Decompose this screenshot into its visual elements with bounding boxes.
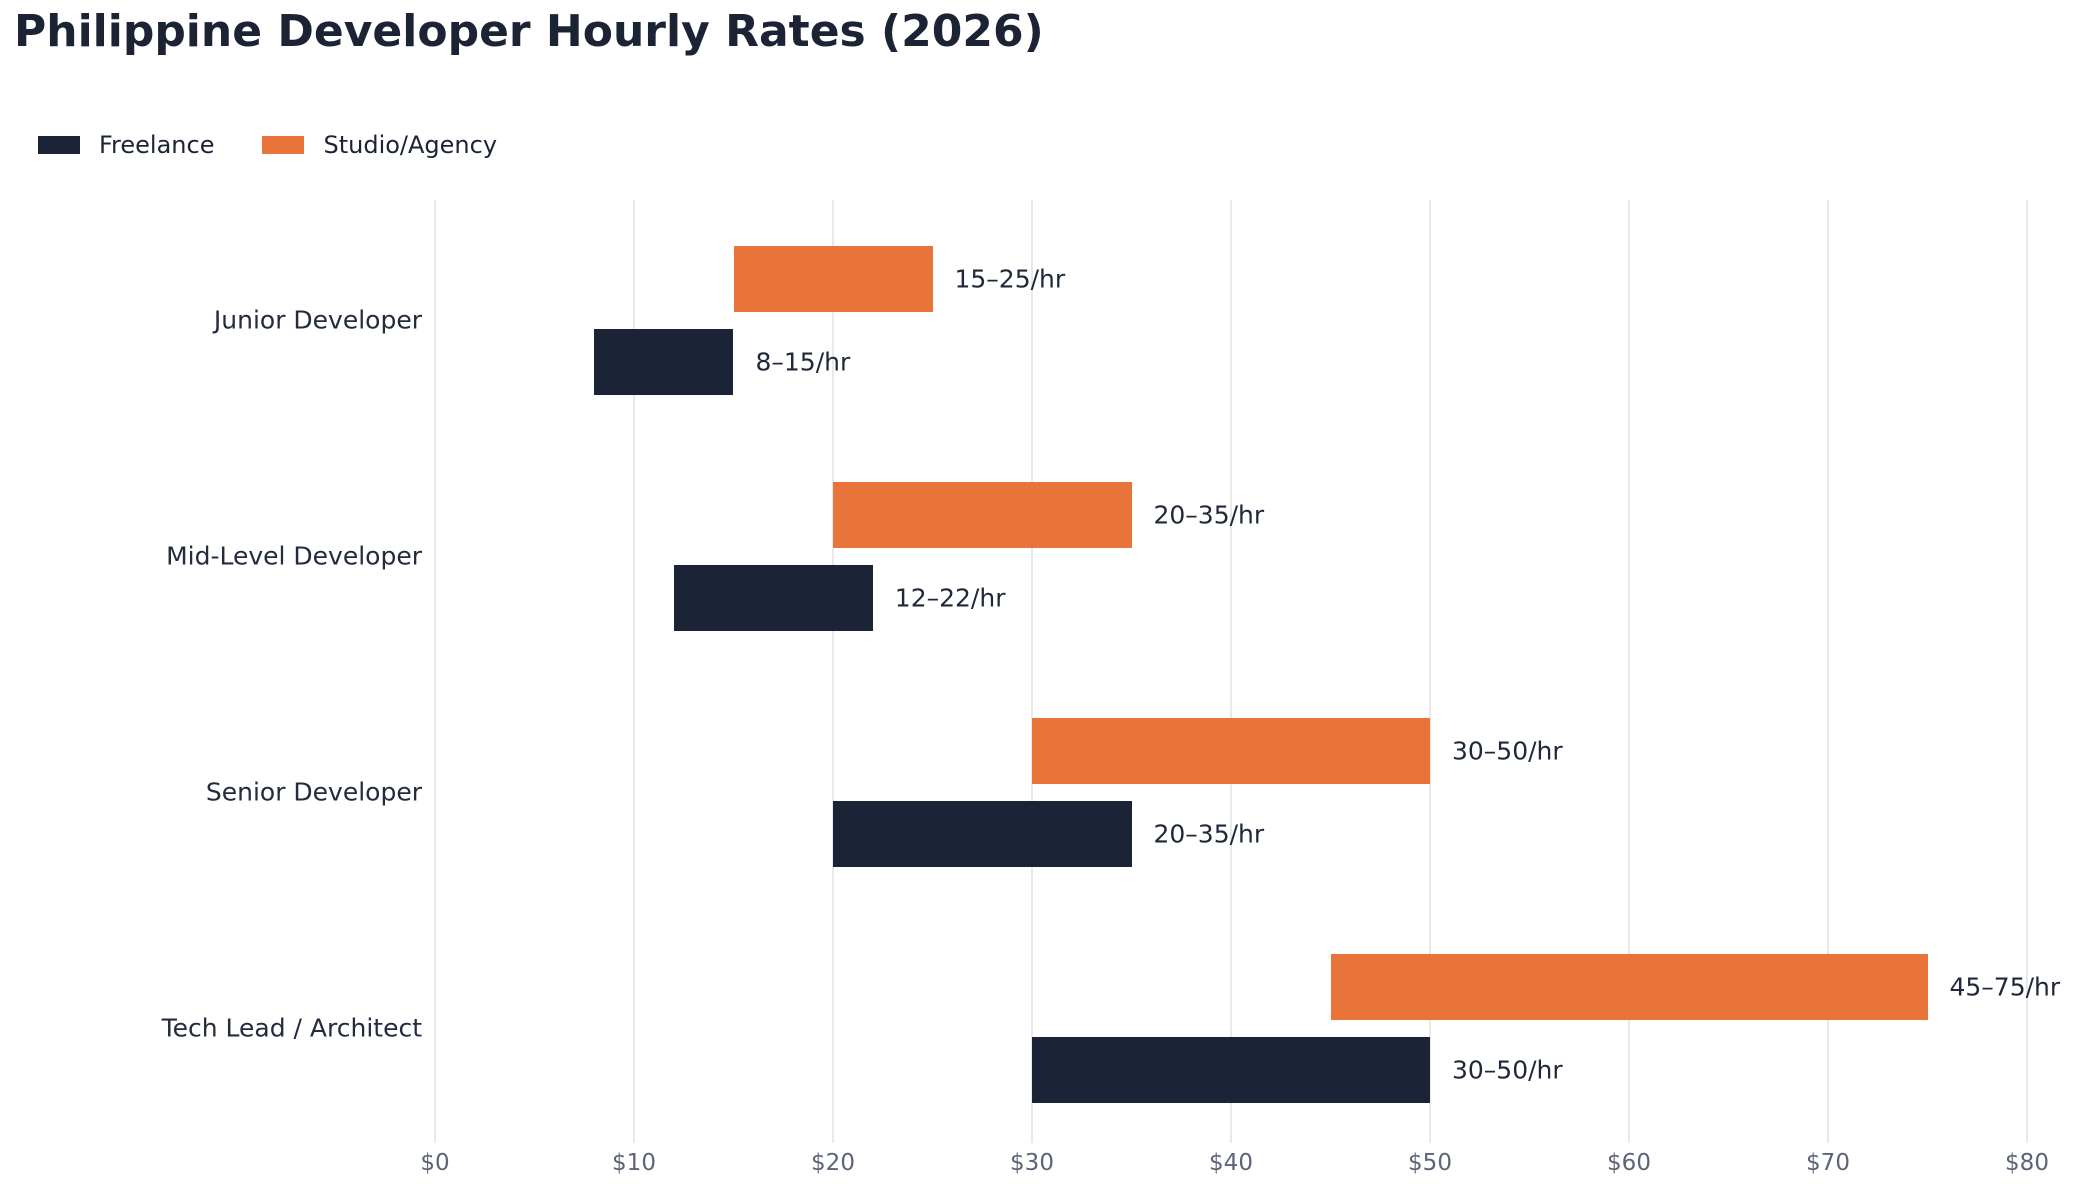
value-label-studio-agency-junior-developer: 15–25/hr bbox=[954, 264, 1066, 293]
legend-swatch-freelance bbox=[38, 136, 80, 154]
studio-agency-bar-mid-level-developer bbox=[833, 481, 1132, 548]
legend-label: Studio/Agency bbox=[323, 131, 498, 159]
value-label-studio-agency-mid-level-developer: 20–35/hr bbox=[1153, 500, 1265, 529]
x-tick-label: $40 bbox=[1209, 1150, 1253, 1176]
studio-agency-bar-senior-developer bbox=[1032, 717, 1430, 784]
gridline bbox=[434, 200, 436, 1143]
gridline bbox=[633, 200, 635, 1143]
category-label-senior-developer: Senior Developer bbox=[205, 777, 422, 807]
x-tick-label: $10 bbox=[612, 1150, 656, 1176]
gridline bbox=[1827, 200, 1829, 1143]
legend-label: Freelance bbox=[99, 131, 215, 159]
value-label-studio-agency-tech-lead-architect: 45–75/hr bbox=[1949, 972, 2061, 1001]
gridline bbox=[832, 200, 834, 1143]
studio-agency-bar-junior-developer bbox=[733, 245, 933, 312]
x-tick-label: $80 bbox=[2005, 1150, 2049, 1176]
x-tick-label: $60 bbox=[1607, 1150, 1651, 1176]
freelance-bar-junior-developer bbox=[594, 328, 734, 395]
legend: Freelance Studio/Agency bbox=[38, 131, 545, 159]
x-tick-label: $30 bbox=[1010, 1150, 1054, 1176]
x-tick-label: $0 bbox=[420, 1150, 450, 1176]
gridline bbox=[1031, 200, 1033, 1143]
gridline bbox=[2026, 200, 2028, 1143]
category-label-junior-developer: Junior Developer bbox=[213, 305, 422, 335]
value-label-studio-agency-senior-developer: 30–50/hr bbox=[1452, 736, 1563, 765]
x-tick-label: $20 bbox=[811, 1150, 855, 1176]
category-label-mid-level-developer: Mid-Level Developer bbox=[166, 541, 422, 571]
freelance-bar-mid-level-developer bbox=[673, 564, 873, 631]
legend-item-freelance: Freelance bbox=[38, 131, 214, 159]
value-label-freelance-mid-level-developer: 12–22/hr bbox=[894, 583, 1006, 612]
x-tick-label: $70 bbox=[1806, 1150, 1850, 1176]
value-label-freelance-senior-developer: 20–35/hr bbox=[1153, 819, 1265, 848]
gridline bbox=[1429, 200, 1431, 1143]
freelance-bar-tech-lead-architect bbox=[1032, 1036, 1430, 1103]
x-tick-label: $50 bbox=[1408, 1150, 1452, 1176]
value-label-freelance-tech-lead-architect: 30–50/hr bbox=[1452, 1055, 1563, 1084]
category-label-tech-lead-architect: Tech Lead / Architect bbox=[161, 1013, 422, 1043]
studio-agency-bar-tech-lead-architect bbox=[1330, 953, 1928, 1020]
freelance-bar-senior-developer bbox=[833, 800, 1132, 867]
gridline bbox=[1230, 200, 1232, 1143]
chart-title: Philippine Developer Hourly Rates (2026) bbox=[14, 6, 1044, 57]
legend-swatch-studio-agency bbox=[262, 136, 305, 154]
gridline bbox=[1628, 200, 1630, 1143]
value-label-freelance-junior-developer: 8–15/hr bbox=[755, 347, 851, 376]
legend-item-studio-agency: Studio/Agency bbox=[262, 131, 497, 159]
